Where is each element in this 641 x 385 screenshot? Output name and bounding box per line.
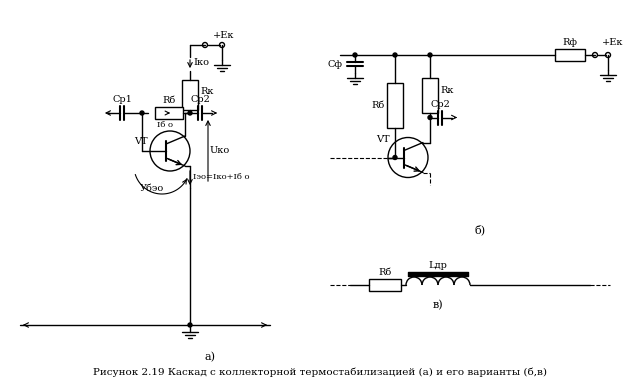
Text: Іб о: Іб о [157,121,173,129]
Text: Ср1: Ср1 [112,95,132,104]
Text: в): в) [433,300,444,310]
Circle shape [353,53,357,57]
Text: Uко: Uко [210,146,230,155]
Circle shape [393,53,397,57]
Text: +Ек: +Ек [602,38,624,47]
Circle shape [393,156,397,159]
Bar [182,80,198,110]
Text: Lдр: Lдр [429,261,447,270]
Text: а): а) [204,352,215,362]
Text: Іэо=Іко+Іб о: Іэо=Іко+Іб о [193,173,249,181]
Bar [555,49,585,61]
Text: Rк: Rк [200,87,213,95]
Text: Іко: Іко [193,57,209,67]
Circle shape [188,111,192,115]
Text: Ср2: Ср2 [430,99,450,109]
Bar [387,82,403,127]
Bar [422,77,438,112]
Text: +Ек: +Ек [213,31,235,40]
Text: Rб: Rб [162,96,176,105]
Text: Рисунок 2.19 Каскад с коллекторной термостабилизацией (а) и его варианты (б,в): Рисунок 2.19 Каскад с коллекторной термо… [93,368,547,377]
Text: Ср2: Ср2 [190,95,210,104]
Circle shape [428,116,432,119]
Bar [155,107,183,119]
Text: Rб: Rб [378,268,392,277]
Text: б): б) [474,224,486,235]
Circle shape [140,111,144,115]
Text: Убэо: Убэо [140,184,164,193]
Text: Rб: Rб [372,100,385,109]
Circle shape [428,53,432,57]
Circle shape [188,323,192,327]
Text: Rф: Rф [563,38,578,47]
Text: Сф: Сф [328,60,343,69]
Text: VT: VT [376,134,390,144]
Text: Rк: Rк [440,85,453,94]
Bar [369,279,401,291]
Text: VT: VT [135,137,148,146]
